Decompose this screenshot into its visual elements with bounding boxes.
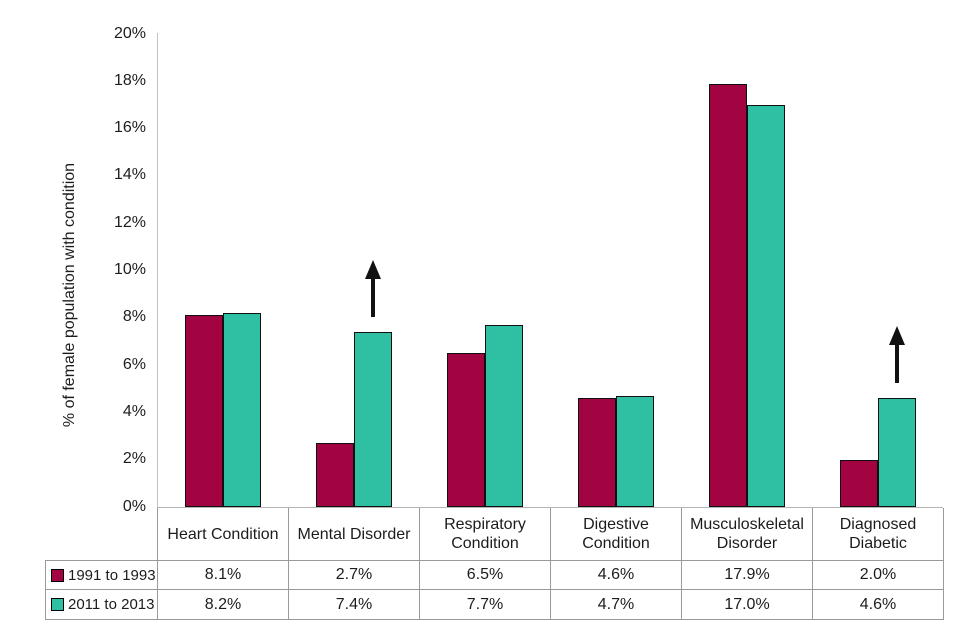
y-tick-label: 0% xyxy=(122,497,146,515)
y-tick-label: 2% xyxy=(122,450,146,468)
value-cell-2011-to-2013-heart-condition: 8.2% xyxy=(157,589,289,620)
bar-2011-to-2013-musculoskeletal-disorder xyxy=(747,104,785,507)
y-tick-label: 20% xyxy=(113,24,146,42)
increase-arrow-icon xyxy=(361,259,385,318)
y-tick-label: 18% xyxy=(113,71,146,89)
value-cell-2011-to-2013-digestive-condition: 4.7% xyxy=(550,589,682,620)
category-cell-musculoskeletal-disorder: Musculoskeletal Disorder xyxy=(681,508,813,561)
table-row: 1991 to 1993 8.1% 2.7% 6.5% 4.6% 17.9% 2.0% xyxy=(45,560,944,590)
value-cell-1991-to-1993-musculoskeletal-disorder: 17.9% xyxy=(681,560,813,590)
value-cell-2011-to-2013-mental-disorder: 7.4% xyxy=(288,589,420,620)
value-cell-1991-to-1993-heart-condition: 8.1% xyxy=(157,560,289,590)
y-tick-label: 14% xyxy=(113,166,146,184)
value-cell-1991-to-1993-diagnosed-diabetic: 2.0% xyxy=(812,560,944,590)
data-table: Heart Condition Mental Disorder Respirator… xyxy=(45,508,944,620)
value-cell-2011-to-2013-diagnosed-diabetic: 4.6% xyxy=(812,589,944,620)
bar-1991-to-1993-mental-disorder xyxy=(316,443,354,507)
y-tick-label: 12% xyxy=(113,213,146,231)
bar-2011-to-2013-mental-disorder xyxy=(354,332,392,507)
category-cell-respiratory-condition: Respiratory Condition xyxy=(419,508,551,561)
category-cell-heart-condition: Heart Condition xyxy=(157,508,289,561)
bar-2011-to-2013-heart-condition xyxy=(223,313,261,507)
y-tick-label: 10% xyxy=(113,261,146,278)
legend-cell: 1991 to 1993 xyxy=(45,560,158,590)
legend-cell: 2011 to 2013 xyxy=(45,589,158,620)
category-cell-diagnosed-diabetic: Diagnosed Diabetic xyxy=(812,508,944,561)
y-axis-title: % of female population with condition xyxy=(61,162,78,428)
value-cell-2011-to-2013-musculoskeletal-disorder: 17.0% xyxy=(681,589,813,620)
y-tick-label: 4% xyxy=(122,402,146,420)
value-cell-1991-to-1993-respiratory-condition: 6.5% xyxy=(419,560,551,590)
legend-swatch-icon xyxy=(51,598,64,611)
bar-1991-to-1993-digestive-condition xyxy=(578,398,616,507)
legend-swatch-icon xyxy=(51,568,64,582)
bar-2011-to-2013-respiratory-condition xyxy=(485,324,523,507)
legend-label: 2011 to 2013 xyxy=(68,596,155,613)
value-cell-1991-to-1993-mental-disorder: 2.7% xyxy=(288,560,420,590)
category-cell-mental-disorder: Mental Disorder xyxy=(288,508,420,561)
bar-1991-to-1993-diagnosed-diabetic xyxy=(840,459,878,507)
bar-1991-to-1993-heart-condition xyxy=(185,315,223,507)
value-cell-2011-to-2013-respiratory-condition: 7.7% xyxy=(419,589,551,620)
value-cell-1991-to-1993-digestive-condition: 4.6% xyxy=(550,560,682,590)
bar-1991-to-1993-musculoskeletal-disorder xyxy=(709,83,747,507)
bar-1991-to-1993-respiratory-condition xyxy=(447,353,485,507)
y-tick-label: 6% xyxy=(122,355,146,373)
bar-2011-to-2013-diagnosed-diabetic xyxy=(878,398,916,507)
table-row: 2011 to 2013 8.2% 7.4% 7.7% 4.7% 17.0% 4.6% xyxy=(45,589,944,620)
bar-2011-to-2013-digestive-condition xyxy=(616,395,654,507)
table-corner-spacer xyxy=(46,508,158,561)
plot-area xyxy=(157,33,943,508)
category-cell-digestive-condition: Digestive Condition xyxy=(550,508,682,561)
legend-label: 1991 to 1993 xyxy=(68,566,156,584)
increase-arrow-icon xyxy=(885,326,909,384)
y-tick-label: 16% xyxy=(113,119,146,137)
y-tick-label: 8% xyxy=(122,308,146,326)
